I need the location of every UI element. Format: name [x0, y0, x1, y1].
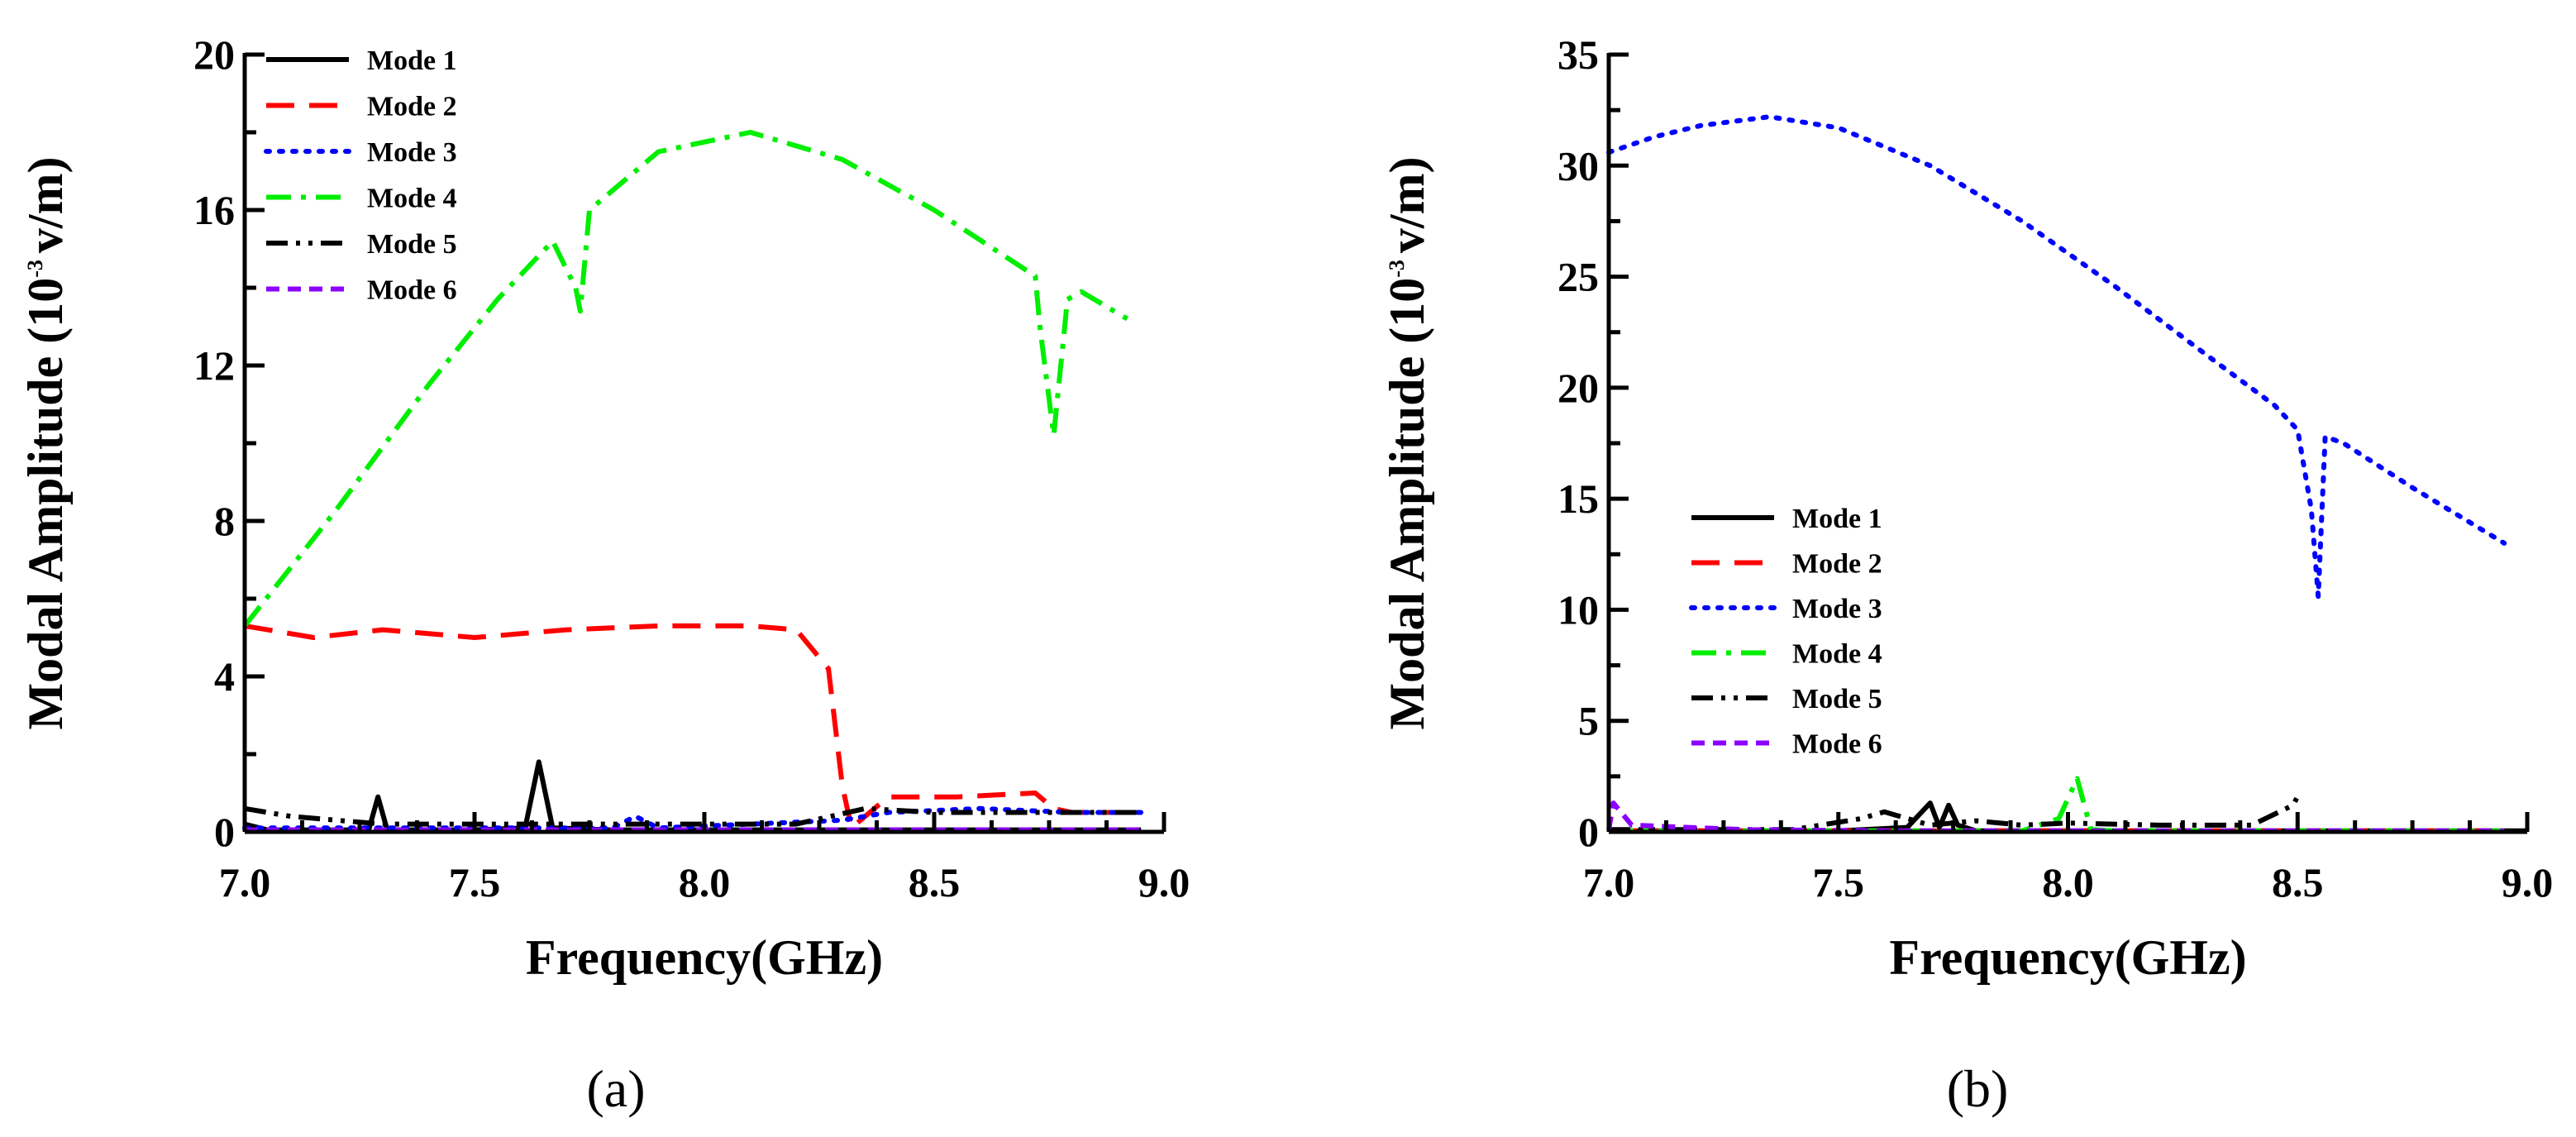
legend-label: Mode 4 [1792, 639, 1882, 670]
y-tick-label: 10 [1558, 586, 1599, 633]
y-axis-label: Modal Amplitude (10-3v/m) [1380, 156, 1434, 729]
x-tick-label: 7.0 [1583, 859, 1635, 905]
y-tick-label: 35 [1558, 31, 1599, 78]
legend: Mode 1 Mode 2 Mode 3 Mode 4 Mode 5 Mode 6 [264, 45, 457, 306]
y-tick-label: 0 [214, 809, 235, 855]
x-tick-label: 7.5 [1813, 859, 1865, 905]
panel-caption: (b) [1947, 1059, 2009, 1118]
series-line-mode-4 [242, 130, 1129, 628]
y-tick-label: 30 [1558, 142, 1599, 189]
y-tick-label: 0 [1578, 809, 1599, 855]
x-tick-label: 9.0 [2502, 859, 2554, 905]
axes: 0 5 10 15 20 25 30 35 7.0 7.5 8.0 8.5 9.0 [1558, 31, 2553, 905]
y-tick-label: 16 [193, 187, 235, 233]
legend-label: Mode 1 [1792, 504, 1882, 534]
y-axis-label: Modal Amplitude (10-3v/m) [18, 156, 73, 729]
legend-label: Mode 6 [367, 275, 457, 306]
x-tick-label: 9.0 [1138, 859, 1190, 905]
x-tick-label: 8.0 [679, 859, 731, 905]
y-tick-label: 20 [1558, 365, 1599, 411]
legend-label: Mode 4 [367, 184, 457, 214]
legend-label: Mode 6 [1792, 729, 1882, 760]
series-line-mode-5 [244, 805, 1142, 827]
panel-b: 0 5 10 15 20 25 30 35 7.0 7.5 8.0 8.5 9.0 Frequency(G… [1380, 31, 2553, 1118]
x-tick-label: 8.0 [2042, 859, 2094, 905]
legend-label: Mode 2 [367, 92, 457, 122]
legend: Mode 1 Mode 2 Mode 3 Mode 4 Mode 5 Mode 6 [1689, 504, 1882, 760]
axes: 0 4 8 12 16 20 7.0 7.5 8.0 8.5 9.0 [193, 31, 1190, 905]
panel-a: 0 4 8 12 16 20 7.0 7.5 8.0 8.5 9.0 Frequency(GHz) Mo… [18, 31, 1190, 1118]
x-tick-label: 8.5 [909, 859, 961, 905]
legend-label: Mode 3 [367, 137, 457, 168]
plot-area [1606, 114, 2527, 834]
x-tick-label: 7.5 [449, 859, 501, 905]
legend-label: Mode 2 [1792, 549, 1882, 580]
legend-label: Mode 5 [1792, 684, 1882, 714]
legend-label: Mode 5 [367, 229, 457, 260]
y-tick-label: 12 [193, 342, 235, 389]
x-axis-label: Frequency(GHz) [1889, 930, 2246, 985]
legend-label: Mode 1 [367, 45, 457, 76]
panel-caption: (a) [586, 1059, 645, 1118]
y-tick-label: 4 [214, 653, 235, 700]
x-tick-label: 8.5 [2272, 859, 2324, 905]
y-tick-label: 8 [214, 498, 235, 544]
y-tick-label: 20 [193, 31, 235, 78]
x-axis-label: Frequency(GHz) [526, 930, 883, 985]
y-tick-label: 5 [1578, 698, 1599, 744]
y-tick-label: 15 [1558, 475, 1599, 522]
y-tick-label: 25 [1558, 254, 1599, 300]
series-line-mode-1 [244, 759, 1142, 833]
series-line-mode-2 [244, 623, 1142, 831]
x-tick-label: 7.0 [219, 859, 271, 905]
series-line-mode-3 [1606, 114, 2507, 600]
legend-label: Mode 3 [1792, 594, 1882, 624]
